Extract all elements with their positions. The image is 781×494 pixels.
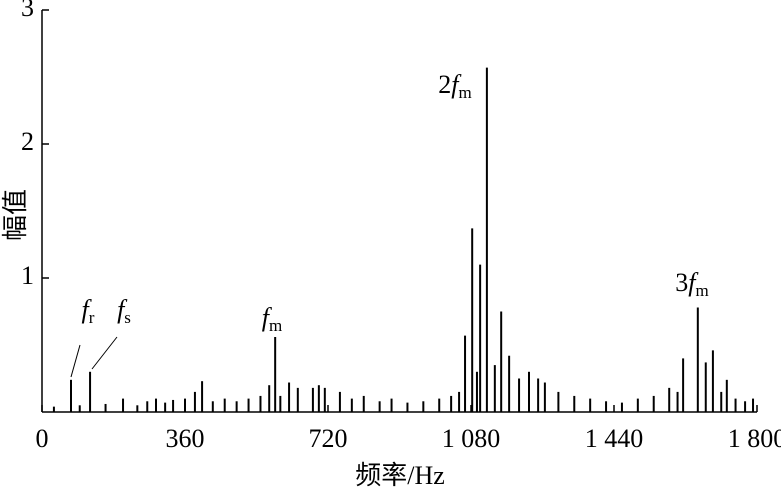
annotation: fs — [117, 295, 131, 327]
x-tick-label: 0 — [36, 424, 49, 453]
annotation-subscript: m — [696, 281, 709, 300]
x-tick-label: 1 440 — [585, 424, 644, 453]
annotation-symbol: f — [451, 70, 462, 99]
annotation-prefix: 3 — [675, 268, 688, 297]
x-tick-label: 720 — [309, 424, 348, 453]
annotation-symbol: f — [262, 303, 273, 332]
annotation-symbol: f — [688, 268, 699, 297]
x-axis-label: 频率/Hz — [355, 461, 445, 490]
annotation-symbol: f — [117, 295, 128, 324]
annotation-subscript: r — [89, 308, 95, 327]
annotation: 2fm — [438, 70, 471, 102]
annotation-prefix: 2 — [438, 70, 451, 99]
y-tick-label: 3 — [21, 0, 34, 22]
leader-line — [91, 336, 118, 370]
annotation: 3fm — [675, 268, 708, 300]
annotation-subscript: m — [459, 83, 472, 102]
y-tick-label: 2 — [21, 127, 34, 156]
annotation-subscript: m — [269, 316, 282, 335]
annotation: fm — [262, 303, 282, 335]
leader-line — [70, 344, 81, 378]
y-axis-label: 幅值 — [1, 189, 30, 241]
annotation: fr — [82, 295, 95, 327]
annotation-subscript: s — [124, 308, 131, 327]
x-tick-label: 1 800 — [728, 424, 781, 453]
x-tick-label: 360 — [166, 424, 205, 453]
annotation-symbol: f — [82, 295, 93, 324]
x-tick-label: 1 080 — [442, 424, 501, 453]
y-tick-label: 1 — [21, 261, 34, 290]
